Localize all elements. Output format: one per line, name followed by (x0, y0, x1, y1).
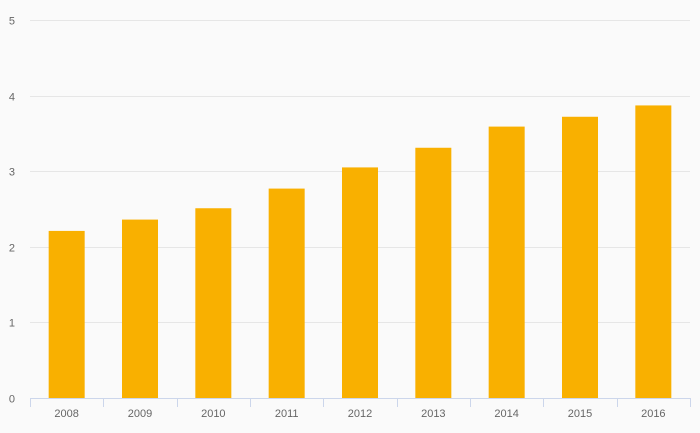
bars (48, 105, 672, 398)
y-tick-label: 0 (9, 394, 15, 406)
bar-2008[interactable] (48, 230, 85, 398)
bar-2010[interactable] (195, 208, 232, 398)
x-tick-label: 2008 (54, 408, 78, 420)
bar-2012[interactable] (342, 167, 378, 398)
y-axis-ticks: 0 1 2 3 4 5 (9, 16, 15, 406)
x-axis-ticks: 2008 2009 2010 2011 2012 2013 2014 2015 2016 (54, 408, 665, 420)
x-tick-label: 2012 (348, 408, 372, 420)
y-tick-label: 3 (9, 167, 15, 179)
x-tick-label: 2016 (641, 408, 665, 420)
y-tick-label: 1 (9, 318, 15, 330)
bar-2014[interactable] (488, 126, 525, 398)
x-tick-label: 2015 (568, 408, 592, 420)
y-tick-label: 4 (9, 92, 15, 104)
x-tick-label: 2013 (421, 408, 445, 420)
x-tick-label: 2009 (128, 408, 152, 420)
bar-2009[interactable] (122, 219, 158, 398)
x-tick-label: 2011 (275, 408, 299, 420)
bar-2011[interactable] (268, 188, 305, 398)
y-tick-label: 5 (9, 16, 15, 28)
bar-2013[interactable] (415, 147, 452, 398)
x-tick-label: 2010 (201, 408, 225, 420)
x-tick-label: 2014 (494, 408, 518, 420)
bar-2016[interactable] (635, 105, 672, 398)
x-axis (30, 398, 691, 407)
bar-2015[interactable] (562, 116, 598, 398)
y-tick-label: 2 (9, 243, 15, 255)
